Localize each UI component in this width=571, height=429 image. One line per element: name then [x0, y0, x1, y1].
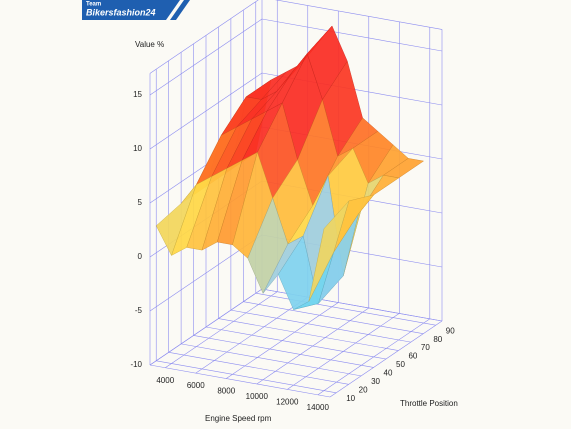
- logo-team: Team: [86, 2, 101, 8]
- x-tick-label: 12000: [276, 398, 299, 407]
- logo-stripe: [170, 0, 190, 20]
- y-tick-label: 30: [371, 377, 380, 386]
- y-tick-label: 40: [384, 369, 393, 378]
- x-tick-label: 4000: [156, 376, 174, 385]
- y-tick-label: 20: [359, 385, 368, 394]
- z-tick-label: 15: [133, 90, 142, 99]
- axis-frame: [274, 0, 443, 30]
- grid-line: [193, 335, 374, 368]
- grid-line: [218, 318, 399, 351]
- x-tick-label: 14000: [307, 403, 330, 412]
- x-tick-label: 10000: [246, 392, 269, 401]
- grid-line: [168, 352, 349, 385]
- y-tick-label: 10: [346, 394, 355, 403]
- grid-line: [243, 301, 424, 334]
- z-tick-label: 0: [138, 252, 143, 261]
- y-tick-label: 60: [408, 352, 417, 361]
- logo: Team Bikersfashion24: [82, 0, 190, 20]
- logo-name: Bikersfashion24: [86, 7, 156, 17]
- y-tick-label: 90: [446, 326, 455, 335]
- z-tick-label: -5: [135, 306, 143, 315]
- surface-patch: [308, 200, 350, 302]
- grid-line: [230, 309, 411, 343]
- axis-frame: [149, 364, 331, 398]
- grid-line: [261, 18, 443, 52]
- grid-line: [181, 343, 362, 377]
- z-tick-label: 10: [133, 144, 142, 153]
- z-tick-label: 5: [138, 198, 143, 207]
- y-axis-label: Throttle Position: [400, 399, 458, 408]
- z-tick-label: -10: [130, 360, 142, 369]
- y-tick-label: 50: [396, 360, 405, 369]
- z-axis-label: Value %: [135, 40, 164, 49]
- x-axis-label: Engine Speed rpm: [205, 414, 272, 423]
- grid-line: [205, 326, 387, 360]
- grid-line: [255, 292, 436, 326]
- x-tick-label: 6000: [187, 381, 205, 390]
- x-tick-label: 8000: [217, 387, 235, 396]
- logo-banner: [82, 0, 180, 20]
- y-tick-label: 70: [421, 343, 430, 352]
- grid-line: [156, 360, 337, 394]
- y-tick-label: 80: [433, 335, 442, 344]
